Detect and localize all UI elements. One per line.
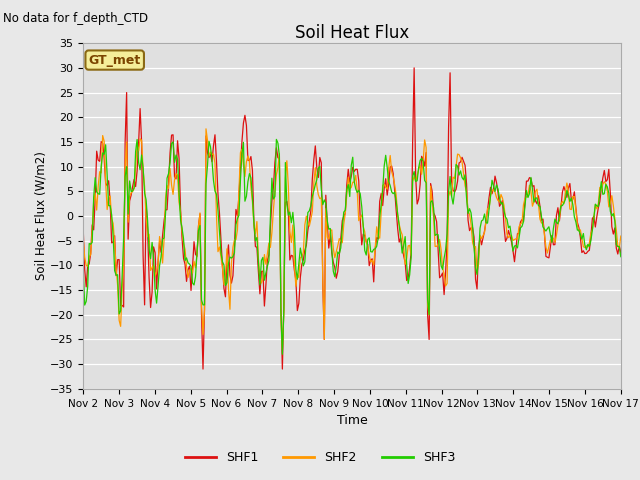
SHF3 <box>266 215 274 220</box>
SHF2 <box>79 236 87 242</box>
SHF2 <box>241 174 249 180</box>
Line: SHF2: SHF2 <box>83 129 621 349</box>
SHF1 <box>590 214 598 219</box>
Legend: SHF1, SHF2, SHF3: SHF1, SHF2, SHF3 <box>180 446 460 469</box>
Title: Soil Heat Flux: Soil Heat Flux <box>295 24 409 42</box>
SHF3 <box>257 258 265 264</box>
SHF1 <box>79 226 87 232</box>
SHF2 <box>145 231 153 237</box>
SHF1 <box>268 198 276 204</box>
SHF3 <box>317 186 325 192</box>
SHF1 <box>259 268 267 274</box>
SHF2 <box>278 347 286 352</box>
SHF1 <box>241 112 249 118</box>
SHF1 <box>145 275 153 281</box>
SHF3 <box>278 351 286 357</box>
SHF2 <box>317 195 325 201</box>
SHF2 <box>259 276 267 281</box>
SHF3 <box>273 136 280 142</box>
SHF2 <box>590 216 598 221</box>
SHF1 <box>617 250 625 256</box>
SHF3 <box>590 215 598 221</box>
SHF2 <box>268 230 276 236</box>
SHF2 <box>617 233 625 239</box>
SHF3 <box>617 254 625 260</box>
Line: SHF1: SHF1 <box>83 68 621 369</box>
Text: GT_met: GT_met <box>88 54 141 67</box>
Line: SHF3: SHF3 <box>83 139 621 354</box>
Text: No data for f_depth_CTD: No data for f_depth_CTD <box>3 12 148 25</box>
SHF1 <box>410 65 418 71</box>
SHF3 <box>239 139 247 145</box>
SHF2 <box>202 126 210 132</box>
X-axis label: Time: Time <box>337 414 367 427</box>
SHF1 <box>199 366 207 372</box>
Y-axis label: Soil Heat Flux (W/m2): Soil Heat Flux (W/m2) <box>34 152 47 280</box>
SHF3 <box>79 266 87 272</box>
SHF1 <box>316 155 324 160</box>
SHF3 <box>145 246 153 252</box>
